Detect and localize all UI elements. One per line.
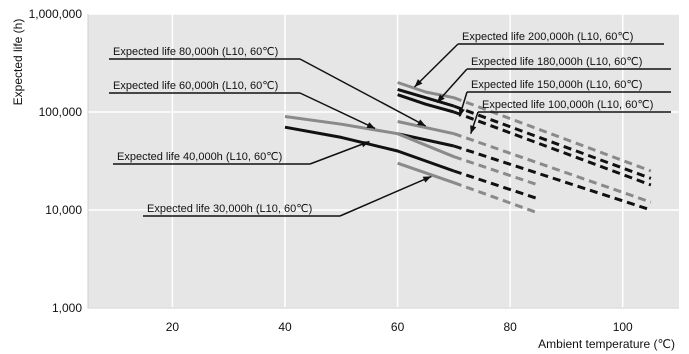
callout-label: Expected life 40,000h (L10, 60℃): [117, 151, 282, 163]
series-solid-segment: [397, 93, 455, 114]
arrowhead-icon: [458, 107, 465, 117]
y-tick-label: 10,000: [45, 203, 82, 217]
y-tick-label: 100,000: [39, 105, 83, 119]
series-callout: Expected life 100,000h (L10, 60℃): [470, 99, 671, 134]
series-solid-segment: [397, 132, 455, 148]
series-solid-segment: [397, 161, 455, 185]
series-solid-segment: [397, 81, 455, 100]
series-solid-segment: [284, 115, 455, 159]
series-dashed-segment: [453, 110, 652, 187]
series-solid-segment: [397, 87, 455, 108]
series-line: [284, 115, 539, 187]
y-tick-label: 1,000: [52, 301, 82, 315]
x-axis-label: Ambient temperature (℃): [538, 337, 675, 351]
callout-label: Expected life 30,000h (L10, 60℃): [147, 203, 312, 215]
callout-label: Expected life 100,000h (L10, 60℃): [482, 99, 653, 111]
y-axis-label: Expected life (h): [11, 19, 25, 106]
series-line: [397, 161, 539, 215]
series-dashed-segment: [453, 169, 539, 201]
x-tick-label: 40: [278, 320, 292, 334]
annotation-layer: Expected life 200,000h (L10, 60℃) Expecte…: [109, 31, 671, 217]
arrowhead-icon: [417, 119, 426, 126]
series-line: [397, 132, 652, 212]
arrowhead-icon: [366, 122, 376, 129]
callout-label: Expected life 200,000h (L10, 60℃): [462, 31, 633, 43]
callout-label: Expected life 150,000h (L10, 60℃): [471, 79, 642, 91]
series-layer: [284, 81, 652, 215]
plot-area: [88, 14, 679, 308]
callout-leader: [299, 92, 376, 130]
callout-leader: [299, 58, 427, 127]
series-line: [397, 120, 652, 204]
tick-labels: 20 40 60 80 100 1,000 10,000 100,000 1,000,000: [29, 7, 633, 334]
series-line: [397, 93, 652, 187]
arrowhead-icon: [437, 94, 445, 103]
series-callout: Expected life 60,000h (L10, 60℃): [109, 80, 376, 130]
x-tick-label: 80: [503, 320, 517, 334]
series-dashed-segment: [453, 181, 539, 215]
series-callout: Expected life 80,000h (L10, 60℃): [109, 46, 427, 127]
callout-leader: [413, 43, 459, 88]
x-tick-label: 20: [166, 320, 180, 334]
arrowhead-icon: [414, 79, 423, 87]
series-solid-segment: [284, 125, 455, 173]
series-line: [397, 81, 652, 173]
series-dashed-segment: [453, 96, 652, 173]
grid: [87, 13, 679, 309]
callout-label: Expected life 60,000h (L10, 60℃): [113, 80, 278, 92]
series-dashed-segment: [453, 155, 539, 187]
series-dashed-segment: [453, 132, 652, 204]
series-dashed-segment: [453, 104, 652, 180]
series-callout: Expected life 200,000h (L10, 60℃): [413, 31, 664, 88]
callout-leader: [309, 140, 370, 165]
series-line: [284, 125, 539, 201]
callout-label: Expected life 180,000h (L10, 60℃): [471, 56, 642, 68]
y-tick-label: 1,000,000: [29, 7, 83, 21]
x-tick-label: 60: [391, 320, 405, 334]
series-callout: Expected life 30,000h (L10, 60℃): [143, 175, 432, 217]
series-line: [397, 87, 652, 180]
arrowhead-icon: [470, 125, 477, 134]
series-callout: Expected life 180,000h (L10, 60℃): [436, 56, 671, 104]
series-callout: Expected life 150,000h (L10, 60℃): [458, 79, 671, 117]
x-tick-label: 100: [613, 320, 633, 334]
series-dashed-segment: [453, 144, 652, 212]
arrowhead-icon: [422, 176, 432, 183]
series-callout: Expected life 40,000h (L10, 60℃): [113, 140, 370, 165]
arrowhead-icon: [360, 141, 370, 148]
callout-label: Expected life 80,000h (L10, 60℃): [113, 46, 278, 58]
series-solid-segment: [397, 120, 455, 136]
callout-leader: [339, 175, 432, 217]
